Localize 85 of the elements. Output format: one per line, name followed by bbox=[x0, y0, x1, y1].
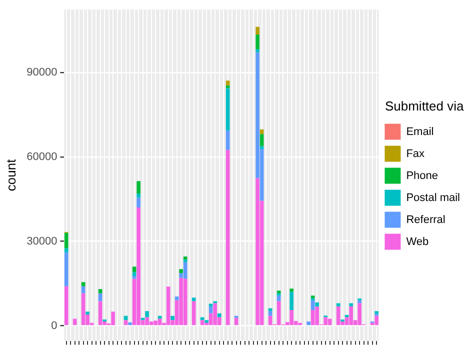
bar bbox=[358, 303, 362, 326]
bar bbox=[276, 290, 281, 294]
bar bbox=[290, 292, 294, 310]
bar bbox=[358, 300, 362, 304]
bar bbox=[276, 296, 281, 302]
bar bbox=[128, 322, 132, 326]
bar bbox=[166, 286, 170, 326]
bar bbox=[204, 320, 208, 323]
bar bbox=[349, 306, 353, 326]
bar bbox=[374, 316, 378, 326]
bar bbox=[72, 318, 77, 326]
bar bbox=[154, 320, 158, 326]
bar bbox=[86, 312, 90, 314]
bar bbox=[98, 293, 102, 302]
bar bbox=[315, 306, 319, 326]
bar bbox=[98, 301, 102, 326]
bar bbox=[349, 303, 353, 306]
bar bbox=[256, 49, 260, 52]
bar bbox=[64, 286, 68, 326]
bar bbox=[136, 181, 140, 194]
bar bbox=[226, 80, 230, 86]
y-tick-label: 90000 bbox=[26, 66, 58, 79]
y-tick-label: 30000 bbox=[26, 235, 58, 248]
bar bbox=[324, 317, 328, 326]
legend-label: Email bbox=[406, 126, 434, 138]
bar bbox=[145, 317, 149, 326]
bar bbox=[179, 269, 183, 274]
bar bbox=[310, 310, 315, 326]
bar bbox=[290, 288, 294, 292]
bar bbox=[336, 303, 340, 306]
bar bbox=[81, 286, 86, 294]
bar bbox=[268, 311, 272, 316]
legend-label: Referral bbox=[406, 214, 446, 226]
bar bbox=[260, 134, 264, 146]
bar bbox=[98, 289, 102, 294]
bar bbox=[136, 208, 140, 326]
bar bbox=[170, 316, 174, 320]
bar bbox=[136, 198, 140, 208]
bar bbox=[336, 306, 340, 326]
legend-label: Phone bbox=[406, 170, 438, 182]
bar bbox=[174, 296, 179, 300]
bar bbox=[226, 130, 230, 150]
bar bbox=[306, 322, 310, 326]
bar bbox=[217, 313, 222, 318]
y-axis-title: count bbox=[3, 158, 18, 192]
legend-label: Postal mail bbox=[406, 192, 460, 204]
bar bbox=[124, 320, 128, 326]
bar bbox=[260, 146, 264, 150]
bar bbox=[136, 193, 140, 198]
bar bbox=[226, 150, 230, 326]
bar bbox=[276, 301, 281, 326]
legend-label: Fax bbox=[406, 148, 426, 160]
bar bbox=[145, 311, 149, 318]
bar bbox=[132, 276, 136, 279]
bar bbox=[81, 293, 86, 326]
bar bbox=[213, 303, 217, 326]
bar bbox=[315, 302, 319, 307]
bar bbox=[374, 311, 378, 314]
bar bbox=[111, 312, 115, 326]
y-tick-label: 60000 bbox=[26, 150, 58, 163]
y-tick-label: 0 bbox=[51, 320, 58, 332]
bar bbox=[298, 322, 302, 326]
bar bbox=[310, 300, 315, 310]
bar bbox=[64, 252, 68, 286]
bar bbox=[208, 306, 213, 314]
bar bbox=[183, 260, 188, 262]
bar bbox=[183, 262, 188, 279]
bar bbox=[256, 178, 260, 326]
bar bbox=[256, 26, 260, 35]
bar bbox=[328, 318, 332, 326]
bar bbox=[226, 88, 230, 130]
bar bbox=[192, 301, 196, 326]
bar bbox=[81, 282, 86, 286]
bar bbox=[200, 320, 204, 326]
bar bbox=[158, 318, 162, 326]
bar bbox=[64, 232, 68, 248]
legend-label: Web bbox=[406, 236, 429, 248]
bar bbox=[183, 278, 188, 326]
bar bbox=[132, 266, 136, 272]
bar bbox=[290, 310, 294, 326]
bar bbox=[310, 296, 315, 298]
legend-title: Submitted via bbox=[384, 98, 464, 114]
bar bbox=[192, 298, 196, 302]
bar bbox=[179, 278, 183, 326]
bar bbox=[256, 34, 260, 50]
